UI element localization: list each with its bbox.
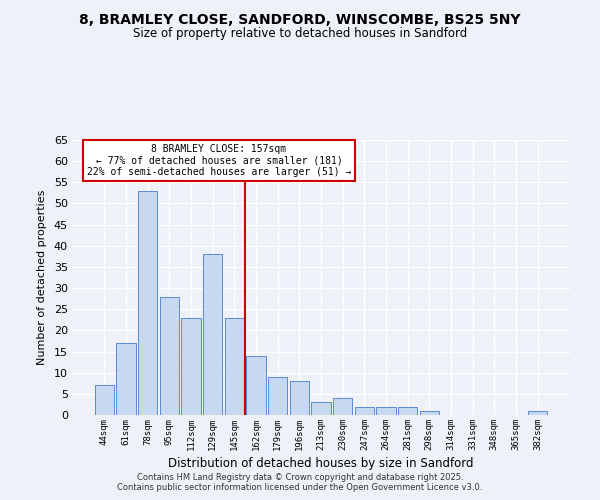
Bar [181,318,201,415]
Bar [311,402,331,415]
Bar [355,406,374,415]
Text: 8, BRAMLEY CLOSE, SANDFORD, WINSCOMBE, BS25 5NY: 8, BRAMLEY CLOSE, SANDFORD, WINSCOMBE, B… [79,12,521,26]
Bar [398,406,418,415]
Bar [116,343,136,415]
Bar [95,386,114,415]
Bar [160,296,179,415]
Y-axis label: Number of detached properties: Number of detached properties [37,190,47,365]
Text: Contains public sector information licensed under the Open Government Licence v3: Contains public sector information licen… [118,484,482,492]
Text: Size of property relative to detached houses in Sandford: Size of property relative to detached ho… [133,28,467,40]
Bar [246,356,266,415]
Bar [419,411,439,415]
X-axis label: Distribution of detached houses by size in Sandford: Distribution of detached houses by size … [168,457,474,470]
Bar [333,398,352,415]
Text: Contains HM Land Registry data © Crown copyright and database right 2025.: Contains HM Land Registry data © Crown c… [137,472,463,482]
Bar [376,406,396,415]
Bar [528,411,547,415]
Text: 8 BRAMLEY CLOSE: 157sqm
← 77% of detached houses are smaller (181)
22% of semi-d: 8 BRAMLEY CLOSE: 157sqm ← 77% of detache… [87,144,351,178]
Bar [290,381,309,415]
Bar [224,318,244,415]
Bar [203,254,223,415]
Bar [138,191,157,415]
Bar [268,377,287,415]
